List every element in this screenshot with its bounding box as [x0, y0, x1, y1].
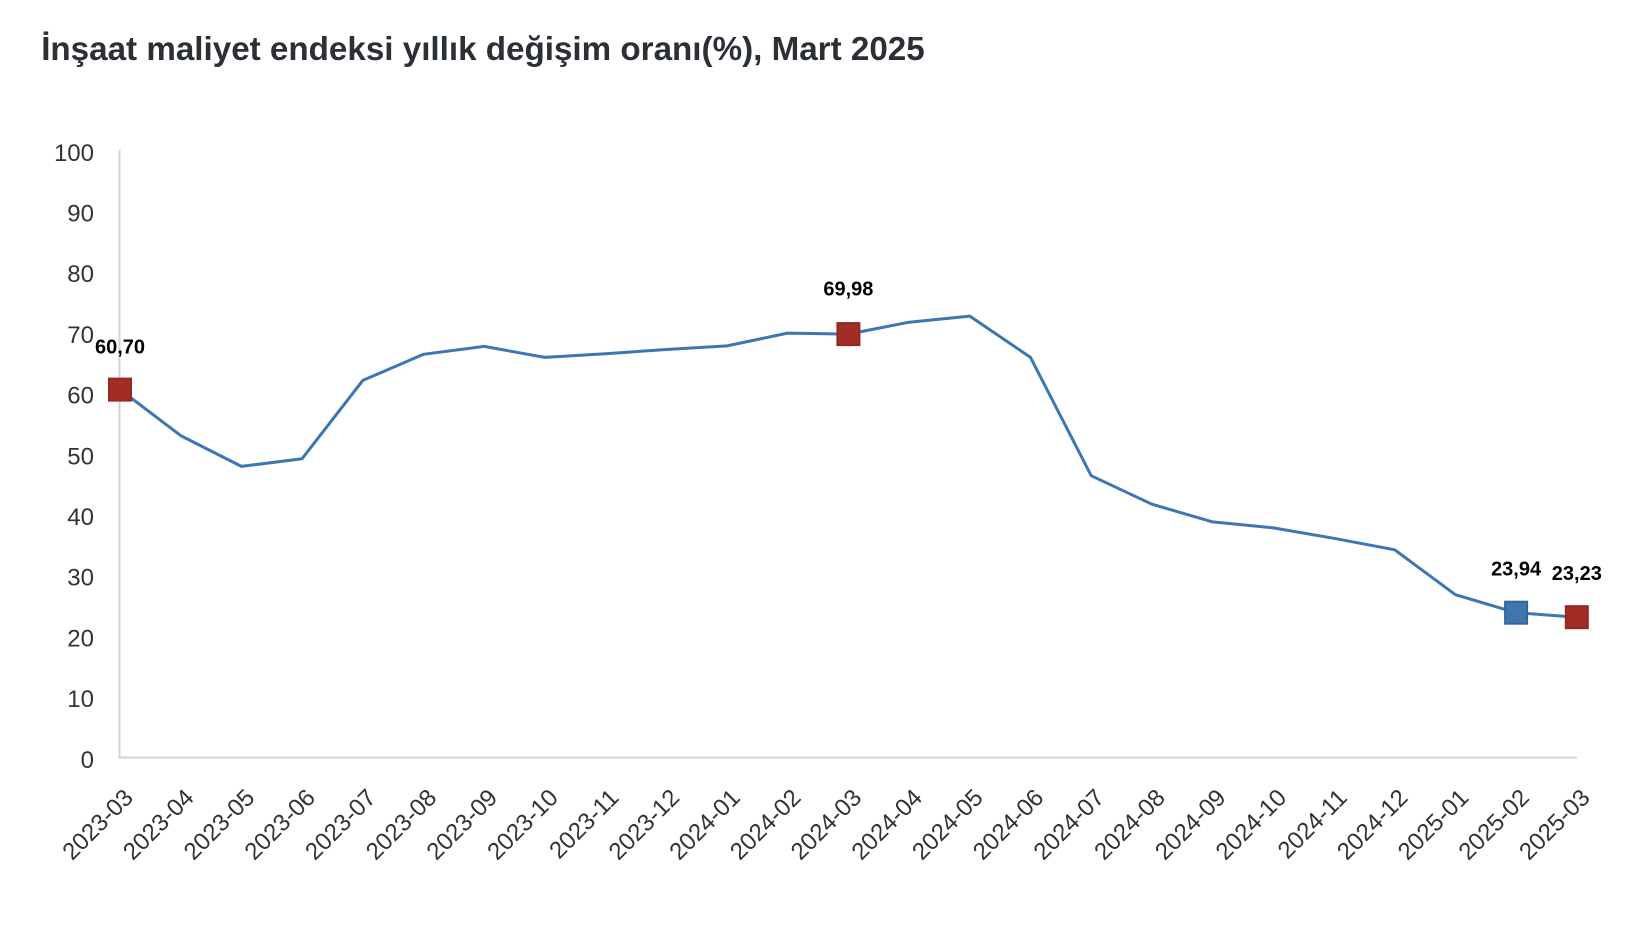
svg-text:90: 90 [67, 201, 94, 228]
svg-text:23,23: 23,23 [1552, 563, 1602, 585]
svg-text:23,94: 23,94 [1491, 559, 1542, 581]
svg-text:20: 20 [67, 625, 94, 652]
svg-text:69,98: 69,98 [823, 279, 873, 301]
svg-text:50: 50 [67, 443, 94, 470]
svg-text:30: 30 [67, 565, 94, 592]
svg-text:0: 0 [81, 747, 94, 774]
svg-text:100: 100 [54, 140, 94, 167]
svg-text:İnşaat maliyet endeksi yıllık: İnşaat maliyet endeksi yıllık değişim or… [41, 31, 925, 68]
svg-text:60: 60 [67, 383, 94, 410]
svg-text:10: 10 [67, 686, 94, 713]
svg-text:40: 40 [67, 504, 94, 531]
svg-text:70: 70 [67, 322, 94, 349]
svg-text:60,70: 60,70 [95, 336, 145, 358]
svg-text:80: 80 [67, 261, 94, 288]
